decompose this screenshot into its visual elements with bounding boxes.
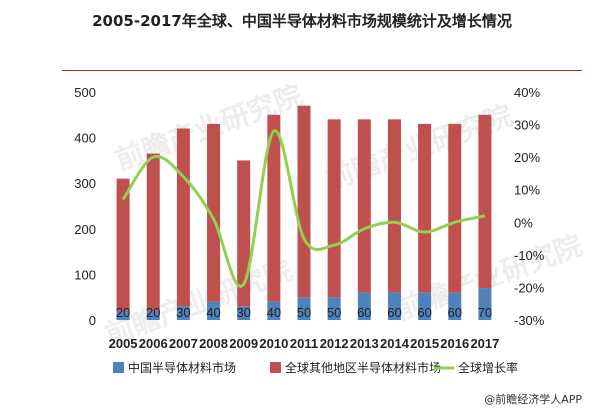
x-tick-label: 2011: [290, 336, 318, 351]
other-region-bar: [297, 105, 311, 298]
other-region-bar: [327, 119, 341, 298]
left-tick-label: 200: [74, 222, 96, 237]
x-axis: 2005 2006 2007 2008 2009 2010 2011 2012 2013 2014…: [109, 336, 500, 351]
x-tick-label: 2013: [350, 336, 379, 351]
source-credit: @前瞻经济学人APP: [484, 393, 582, 406]
china-bar: [297, 297, 311, 320]
other-region-bar: [418, 123, 432, 293]
right-tick-label: 10%: [514, 183, 540, 198]
china-value-label: 30: [236, 305, 250, 320]
china-value-label: 60: [357, 305, 371, 320]
china-value-label: 40: [206, 305, 220, 320]
right-tick-label: 20%: [514, 150, 540, 165]
other-region-bar: [176, 128, 190, 307]
x-tick-label: 2007: [169, 336, 198, 351]
other-region-bar: [267, 114, 281, 302]
china-value-label: 50: [297, 305, 311, 320]
china-value-label: 50: [327, 305, 341, 320]
china-value-label: 20: [146, 305, 160, 320]
china-bar: [237, 306, 251, 320]
x-tick-label: 2006: [139, 336, 168, 351]
china-value-label: 60: [387, 305, 401, 320]
left-tick-label: 400: [74, 131, 96, 146]
right-tick-label: -30%: [514, 313, 545, 328]
x-tick-label: 2010: [259, 336, 288, 351]
china-value-label: 60: [417, 305, 431, 320]
china-bar: [146, 310, 160, 320]
x-tick-label: 2014: [380, 336, 410, 351]
legend-label: 全球其他地区半导体材料市场: [285, 360, 441, 375]
right-tick-label: -10%: [514, 248, 545, 263]
left-tick-label: 0: [89, 313, 96, 328]
growth-line: [121, 129, 486, 288]
legend-label: 全球增长率: [458, 360, 518, 375]
left-axis: 0 100 200 300 400 500: [74, 85, 96, 328]
china-bar: [478, 288, 492, 320]
china-bar: [327, 297, 341, 320]
x-tick-label: 2012: [320, 336, 349, 351]
title-divider: [62, 70, 582, 71]
china-value-label: 40: [267, 305, 281, 320]
left-tick-label: 500: [74, 85, 96, 100]
left-tick-label: 100: [74, 267, 96, 282]
right-tick-label: 0%: [514, 215, 533, 230]
china-value-label: 70: [478, 305, 492, 320]
china-value-label: 60: [448, 305, 462, 320]
other-region-bar: [387, 119, 401, 293]
x-tick-label: 2009: [229, 336, 258, 351]
x-tick-label: 2017: [470, 336, 499, 351]
china-value-label: 30: [176, 305, 190, 320]
other-region-bar: [478, 114, 492, 289]
other-region-bar: [207, 123, 221, 302]
other-region-bar: [357, 119, 371, 293]
other-region-bar: [448, 123, 462, 293]
x-tick-label: 2005: [109, 336, 138, 351]
china-bar: [116, 310, 130, 320]
china-bar: [418, 292, 432, 320]
right-tick-label: 40%: [514, 85, 540, 100]
other-region-bar: [146, 153, 160, 311]
legend-swatch: [270, 362, 281, 373]
x-tick-label: 2008: [199, 336, 228, 351]
legend-label: 中国半导体材料市场: [128, 360, 236, 375]
right-axis: -30% -20% -10% 0% 10% 20% 30% 40%: [514, 85, 545, 328]
legend: 中国半导体材料市场 全球其他地区半导体材料市场 全球增长率: [113, 360, 518, 375]
china-bar: [448, 292, 462, 320]
china-value-label: 20: [116, 305, 130, 320]
china-bar: [207, 301, 221, 320]
left-tick-label: 300: [74, 176, 96, 191]
x-tick-label: 2015: [410, 336, 439, 351]
china-bar: [357, 292, 371, 320]
bars: [116, 105, 492, 320]
china-bar: [267, 301, 281, 320]
right-tick-label: 30%: [514, 118, 540, 133]
chart-title: 2005-2017年全球、中国半导体材料市场规模统计及增长情况: [92, 12, 512, 30]
bar-labels: 20 20 30 40 30 40 50 50 60 60 60 60 70: [116, 305, 492, 320]
china-bar: [176, 306, 190, 320]
right-tick-label: -20%: [514, 280, 545, 295]
x-tick-label: 2016: [440, 336, 469, 351]
legend-swatch: [113, 362, 124, 373]
china-bar: [387, 292, 401, 320]
other-region-bar: [116, 178, 130, 311]
